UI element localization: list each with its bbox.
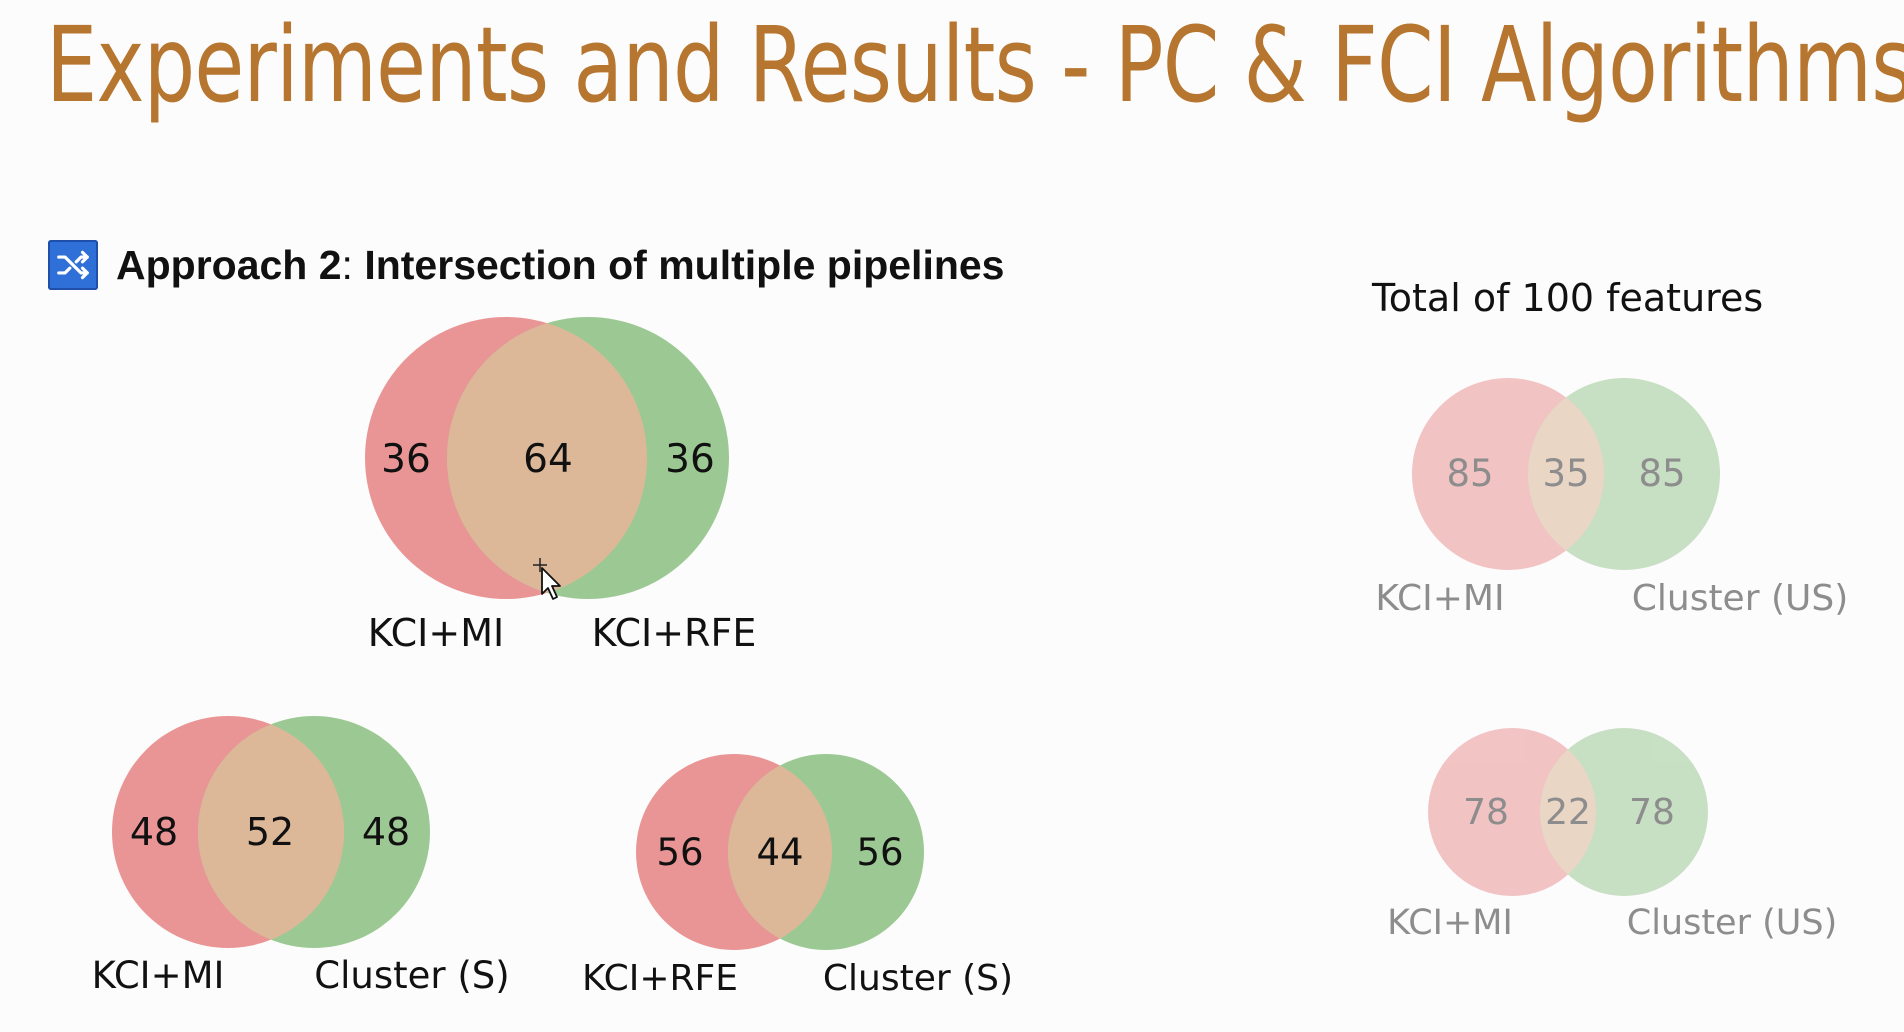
venn-right-label: Cluster (US): [1627, 903, 1838, 943]
venn-left-label: KCI+MI: [92, 954, 225, 997]
approach-heading-text: Approach 2: Intersection of multiple pip…: [116, 242, 1005, 289]
approach-description: Intersection of multiple pipelines: [352, 241, 1005, 288]
venn-right-count: 36: [665, 437, 715, 482]
total-features-label: Total of 100 features: [1372, 276, 1764, 320]
venn-left-count: 85: [1446, 452, 1493, 495]
venn-right-label: KCI+RFE: [592, 611, 757, 655]
venn-right-count: 85: [1638, 452, 1685, 495]
venn-overlap: [728, 754, 832, 950]
venn-right-count: 56: [856, 831, 903, 874]
venn-kci-mi-vs-kci-rfe: 36 64 36 KCI+MI KCI+RFE: [365, 317, 756, 655]
slide-title: Experiments and Results - PC & FCI Algor…: [46, 4, 1904, 126]
venn-right-count: 78: [1629, 792, 1675, 833]
venn-overlap: [1528, 378, 1604, 570]
venn-kci-mi-vs-cluster-us-bottom: 78 22 78 KCI+MI Cluster (US): [1387, 728, 1837, 943]
venn-right-label: Cluster (US): [1632, 578, 1849, 619]
venn-overlap-count: 64: [523, 437, 573, 482]
venn-right-label: Cluster (S): [823, 958, 1013, 999]
venn-kci-rfe-vs-cluster-s: 56 44 56 KCI+RFE Cluster (S): [582, 754, 1013, 999]
venn-left-count: 78: [1463, 792, 1509, 833]
approach-label: Approach 2: [116, 241, 342, 288]
approach-heading: Approach 2: Intersection of multiple pip…: [48, 240, 1005, 290]
venn-overlap-count: 44: [756, 831, 803, 874]
venn-left-label: KCI+MI: [1375, 578, 1504, 619]
shuffle-icon: [48, 240, 98, 290]
venn-overlap: [1540, 728, 1596, 896]
venn-overlap: [447, 317, 647, 599]
venn-overlap-count: 22: [1545, 792, 1591, 833]
approach-separator: :: [341, 241, 353, 288]
venn-overlap-count: 52: [246, 810, 294, 854]
venn-overlap: [198, 716, 344, 948]
venn-left-count: 56: [656, 831, 703, 874]
venn-left-count: 36: [381, 437, 431, 482]
venn-kci-mi-vs-cluster-s: 48 52 48 KCI+MI Cluster (S): [92, 716, 510, 997]
venn-left-count: 48: [130, 810, 178, 854]
venn-right-count: 48: [362, 810, 410, 854]
mouse-pointer-icon: [533, 558, 561, 600]
venn-overlap-count: 35: [1542, 452, 1589, 495]
venn-left-label: KCI+MI: [368, 611, 504, 655]
venn-right-label: Cluster (S): [314, 954, 509, 997]
venn-left-label: KCI+RFE: [582, 958, 738, 999]
venn-kci-mi-vs-cluster-us-top: 85 35 85 KCI+MI Cluster (US): [1375, 378, 1848, 619]
venn-left-label: KCI+MI: [1387, 903, 1513, 943]
